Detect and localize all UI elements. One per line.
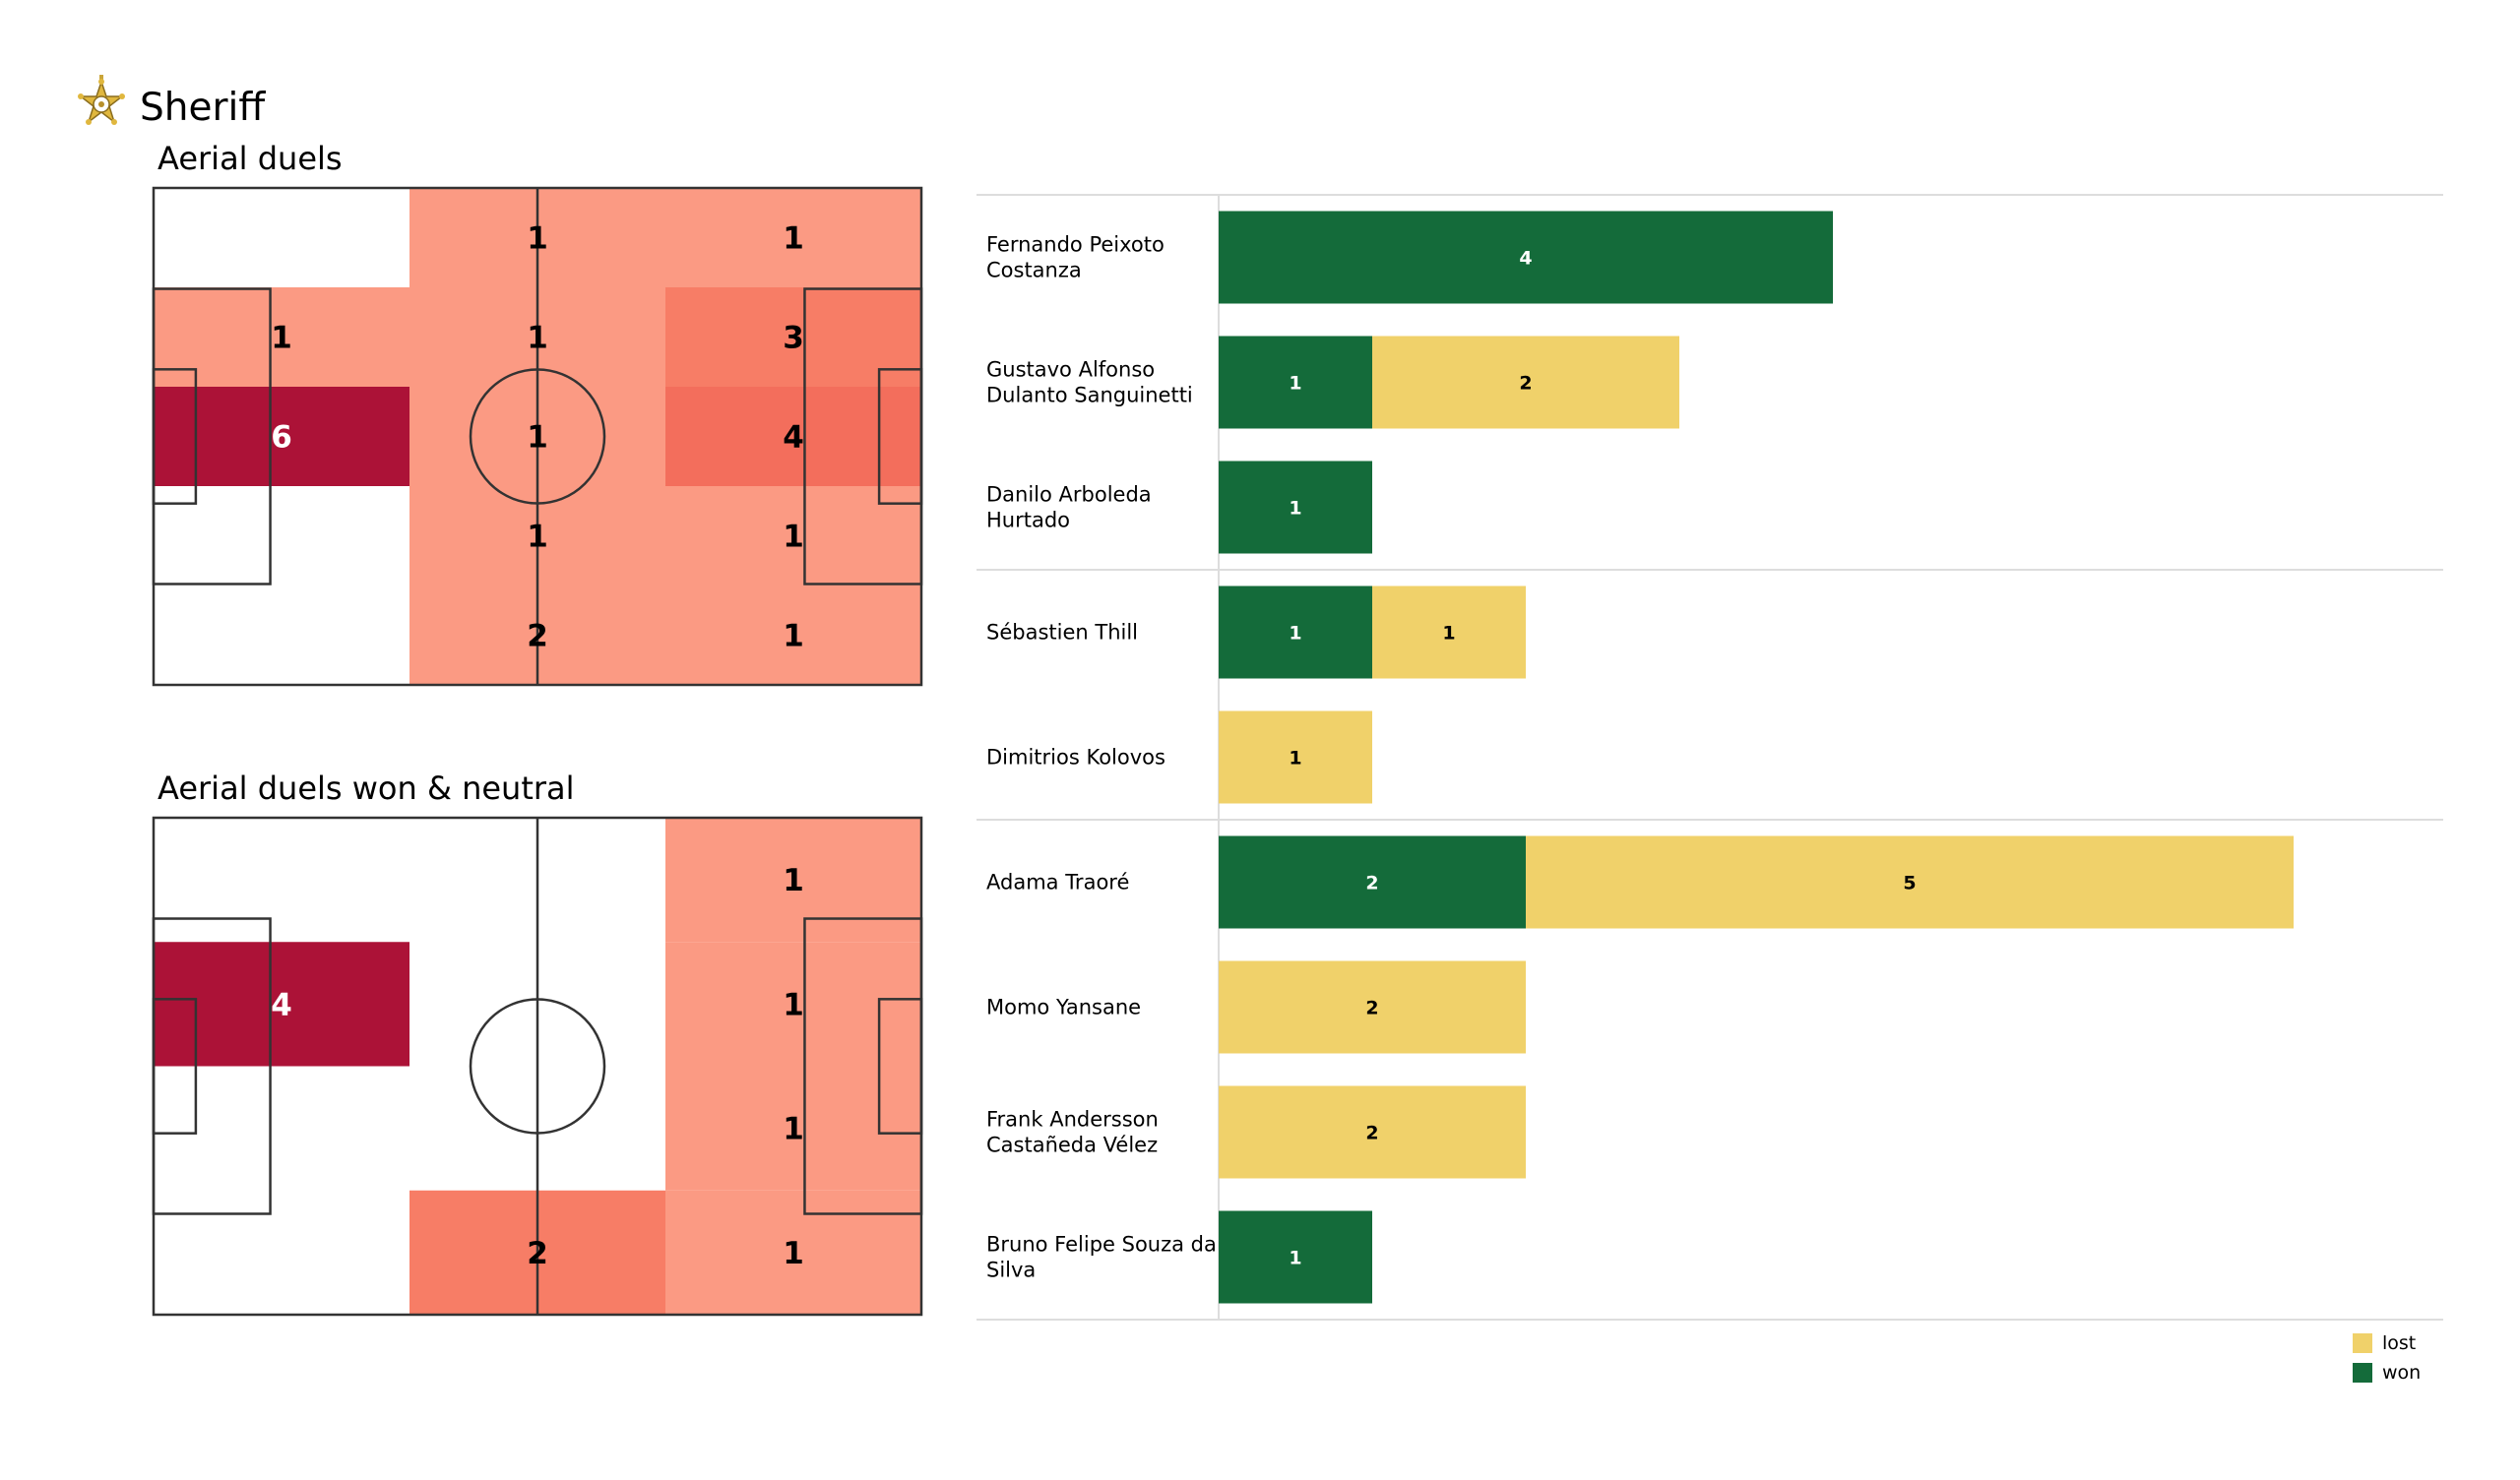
bar-lost-4 [1219,710,1372,804]
bar-won-label-3: 1 [1289,623,1301,645]
heat-value-r3-c1: 2 [527,1236,548,1271]
player-label-2-line-0: Danilo Arboleda [986,483,1152,507]
heat-value-r3-c1: 1 [527,520,548,555]
heat-value-r0-c1: 1 [527,221,548,257]
bar-won-label-2: 1 [1289,498,1301,520]
player-label-5-line-0: Adama Traoré [986,871,1129,894]
bar-lost-3 [1372,586,1526,679]
heat-value-r2-c0: 6 [271,420,292,456]
heat-cell-r3-c2 [665,1190,921,1315]
player-label-2-line-1: Hurtado [986,509,1070,532]
heat-value-r1-c0: 4 [271,987,292,1022]
heat-value-r1-c1: 1 [527,321,548,356]
bar-won-5 [1219,835,1526,929]
pitch-lines [152,186,923,687]
bar-lost-label-5: 5 [1903,873,1916,894]
left-goal-box [152,368,198,505]
heat-value-r3-c2: 1 [783,520,804,555]
bar-won-label-0: 4 [1519,248,1532,270]
player-label-4: Dimitrios Kolovos [986,746,1166,770]
bar-lost-6 [1219,960,1526,1054]
bar-chart-legend: lost won [2353,1328,2421,1388]
legend-item-won: won [2353,1358,2421,1388]
heat-value-r0-c2: 1 [783,221,804,257]
legend-label-lost: lost [2382,1332,2417,1354]
heat-value-r1-c2: 3 [783,321,804,356]
heat-value-r2-c2: 4 [783,420,804,456]
bar-won-1 [1219,336,1372,429]
heatmap-title-aerial-duels-won-neutral: Aerial duels won & neutral [158,770,575,807]
centre-circle [469,998,606,1135]
player-label-8-line-0: Bruno Felipe Souza da [986,1233,1217,1257]
heat-value-r0-c2: 1 [783,863,804,898]
pitch-heatmap-aerial-duels: 1 1 1 1 3 6 1 4 1 1 2 1 [152,186,923,687]
heat-value-r1-c0: 1 [271,321,292,356]
heat-value-r4-c2: 1 [783,619,804,654]
heat-value-r2-c1: 1 [527,420,548,456]
player-label-6-line-0: Momo Yansane [986,996,1141,1019]
bar-lost-5 [1526,835,2294,929]
player-label-0-line-1: Costanza [986,259,1082,282]
legend-label-won: won [2382,1362,2422,1384]
legend-swatch-lost [2353,1333,2372,1353]
player-label-7-line-0: Frank Andersson [986,1108,1159,1132]
bar-lost-label-1: 2 [1519,373,1532,395]
player-label-6: Momo Yansane [986,996,1141,1019]
player-label-4-line-0: Dimitrios Kolovos [986,746,1166,770]
player-label-5: Adama Traoré [986,871,1129,894]
legend-swatch-won [2353,1363,2372,1383]
bar-won-0 [1219,211,1833,304]
legend-item-lost: lost [2353,1328,2421,1358]
player-label-0: Fernando Peixoto Costanza [986,233,1165,282]
left-goal-box [152,998,198,1135]
player-aerial-duels-bar-chart: Fernando Peixoto Costanza 4 Gustavo Alfonso… [976,194,2443,1321]
bar-won-3 [1219,586,1372,679]
bar-won-2 [1219,461,1372,554]
player-label-8-line-1: Silva [986,1259,1036,1282]
sheriff-star-crest-icon [78,75,125,125]
team-name: Sheriff [140,85,266,130]
bar-lost-label-3: 1 [1442,623,1455,645]
heat-value-r3-c2: 1 [783,1236,804,1271]
player-label-1-line-0: Gustavo Alfonso [986,358,1155,382]
bar-won-label-5: 2 [1365,873,1378,894]
heat-cell-r4-c2 [665,586,921,685]
pitch-heatmap-aerial-duels-won-neutral: 1 4 1 1 2 1 [152,816,923,1317]
bar-lost-label-6: 2 [1365,998,1378,1019]
player-label-8: Bruno Felipe Souza da Silva [986,1233,1217,1282]
heat-cell-r0-c2 [665,818,921,943]
bar-lost-label-4: 1 [1289,748,1301,770]
heat-cell-r0-c2 [665,188,921,287]
player-label-3: Sébastien Thill [986,621,1138,645]
pitch-lines [152,816,923,1317]
bar-lost-1 [1372,336,1679,429]
centre-circle [469,368,606,505]
bar-won-label-8: 1 [1289,1248,1301,1269]
player-label-7-line-1: Castañeda Vélez [986,1134,1158,1157]
player-label-2: Danilo Arboleda Hurtado [986,483,1152,532]
bar-won-label-1: 1 [1289,373,1301,395]
player-label-1-line-1: Dulanto Sanguinetti [986,384,1193,407]
bar-won-8 [1219,1210,1372,1304]
bar-lost-7 [1219,1085,1526,1179]
chart-header: Sheriff [73,73,265,142]
heat-value-r2-c2: 1 [783,1112,804,1147]
heat-value-r1-c2: 1 [783,987,804,1022]
bar-chart-frame [976,194,2443,1321]
right-goal-box [877,998,923,1135]
player-label-7: Frank Andersson Castañeda Vélez [986,1108,1159,1157]
heat-value-r4-c1: 2 [527,619,548,654]
heatmap-title-aerial-duels: Aerial duels [158,140,343,177]
player-label-0-line-0: Fernando Peixoto [986,233,1165,257]
player-label-3-line-0: Sébastien Thill [986,621,1138,645]
right-goal-box [877,368,923,505]
player-label-1: Gustavo Alfonso Dulanto Sanguinetti [986,358,1193,407]
bar-lost-label-7: 2 [1365,1123,1378,1144]
